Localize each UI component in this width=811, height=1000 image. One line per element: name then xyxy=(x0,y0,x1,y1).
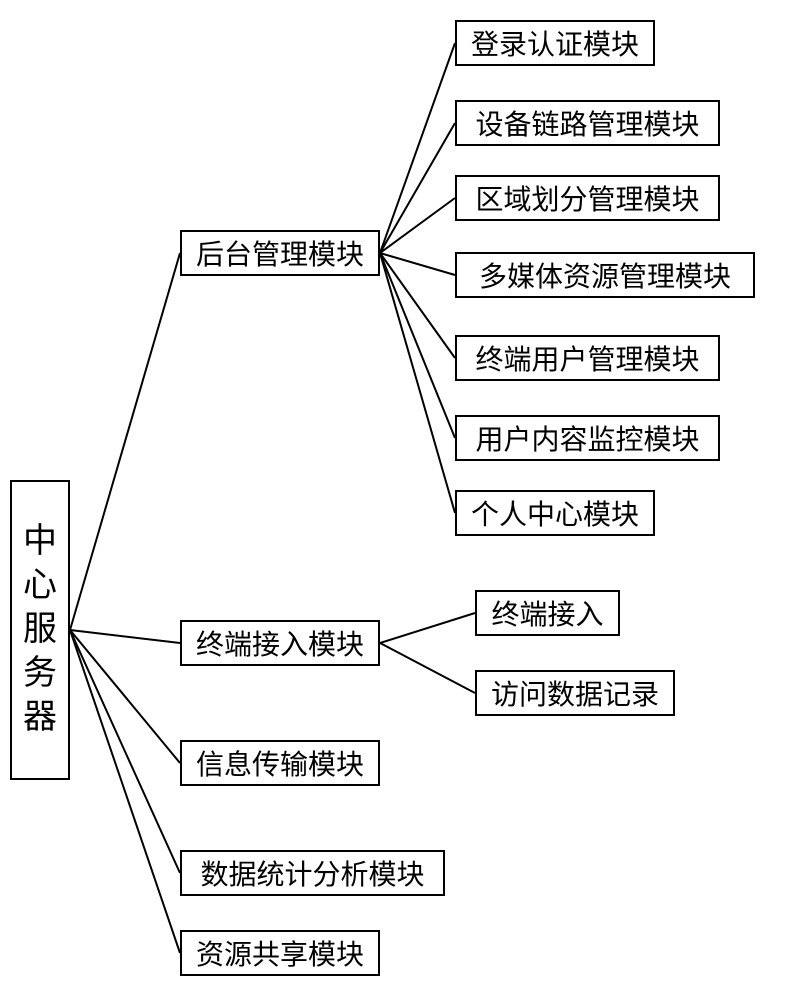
level1-transfer: 信息传输模块 xyxy=(180,740,380,786)
level2-terminal-0: 终端接入 xyxy=(475,590,620,636)
level2-backend-2: 区域划分管理模块 xyxy=(455,175,720,221)
diagram-canvas: 中心服务器 后台管理模块 终端接入模块 信息传输模块 数据统计分析模块 资源共享… xyxy=(0,0,811,1000)
level2-backend-0: 登录认证模块 xyxy=(455,20,655,66)
level2-backend-6: 个人中心模块 xyxy=(455,490,655,536)
level1-terminal: 终端接入模块 xyxy=(180,620,380,666)
level1-stats: 数据统计分析模块 xyxy=(180,850,445,896)
level2-terminal-1: 访问数据记录 xyxy=(475,670,675,716)
level1-backend: 后台管理模块 xyxy=(180,230,380,276)
root-node: 中心服务器 xyxy=(10,480,70,780)
level2-backend-5: 用户内容监控模块 xyxy=(455,415,720,461)
level2-backend-3: 多媒体资源管理模块 xyxy=(455,252,755,298)
level2-backend-4: 终端用户管理模块 xyxy=(455,335,720,381)
level1-share: 资源共享模块 xyxy=(180,930,380,976)
level2-backend-1: 设备链路管理模块 xyxy=(455,100,720,146)
